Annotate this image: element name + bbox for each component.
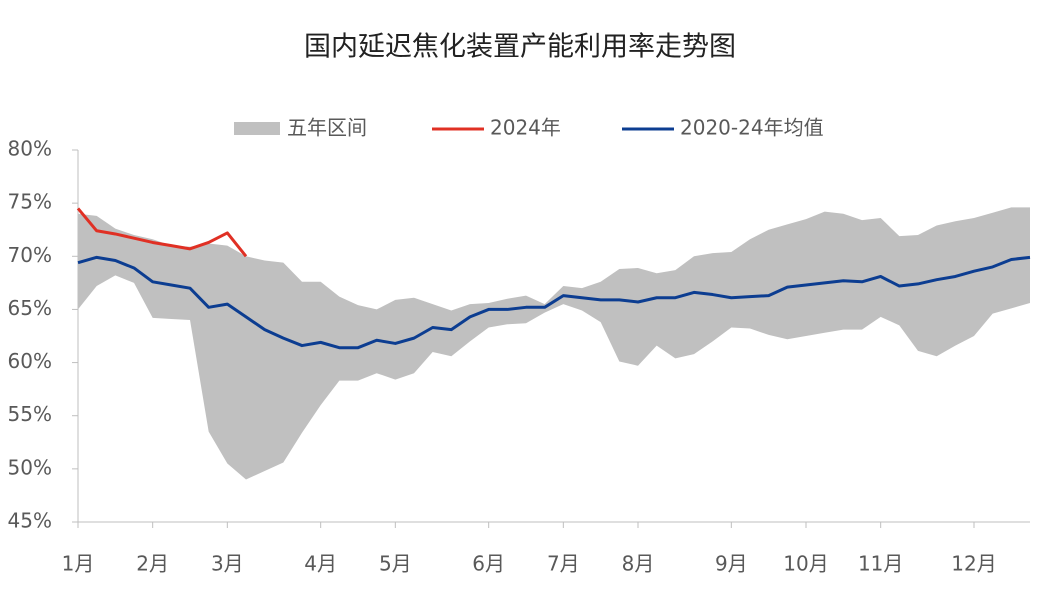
- legend-label: 五年区间: [287, 116, 367, 140]
- legend-label: 2020-24年均值: [680, 116, 824, 140]
- x-tick-label: 10月: [783, 552, 828, 576]
- x-tick-label: 1月: [62, 552, 95, 576]
- x-tick-label: 9月: [715, 552, 748, 576]
- chart-title: 国内延迟焦化装置产能利用率走势图: [304, 32, 736, 63]
- y-tick-label: 55%: [8, 402, 52, 426]
- legend-label: 2024年: [490, 116, 561, 140]
- legend-swatch: [234, 122, 280, 135]
- y-tick-label: 75%: [8, 190, 52, 214]
- series-line: [76, 207, 248, 258]
- y-tick-label: 80%: [8, 137, 52, 161]
- x-tick-label: 6月: [472, 552, 505, 576]
- y-tick-label: 65%: [8, 296, 52, 320]
- x-tick-label: 3月: [211, 552, 244, 576]
- y-tick-label: 60%: [8, 349, 52, 373]
- y-tick-label: 50%: [8, 455, 52, 479]
- x-tick-label: 4月: [304, 552, 337, 576]
- x-tick-label: 11月: [858, 552, 903, 576]
- series-line: [77, 255, 1031, 350]
- range-band: [78, 207, 1030, 480]
- x-tick-label: 12月: [951, 552, 996, 576]
- x-tick-label: 7月: [547, 552, 580, 576]
- x-tick-label: 5月: [379, 552, 412, 576]
- y-tick-label: 70%: [8, 243, 52, 267]
- x-tick-label: 2月: [136, 552, 169, 576]
- y-tick-label: 45%: [8, 509, 52, 533]
- x-tick-label: 8月: [622, 552, 655, 576]
